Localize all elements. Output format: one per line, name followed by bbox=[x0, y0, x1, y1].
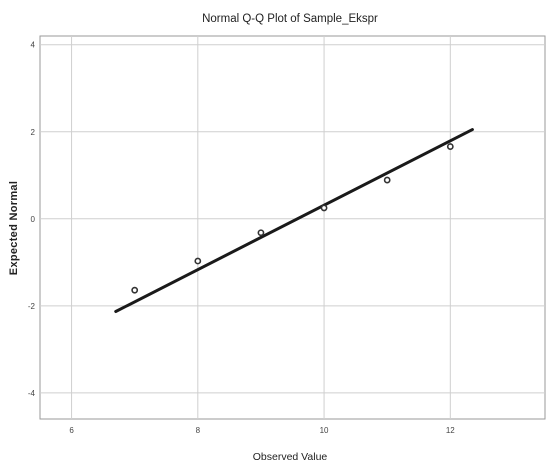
x-tick-label: 10 bbox=[320, 426, 329, 435]
data-points bbox=[131, 143, 454, 294]
data-point bbox=[194, 257, 202, 265]
y-tick-label: -4 bbox=[28, 389, 36, 398]
data-point bbox=[131, 286, 139, 294]
data-point bbox=[257, 229, 265, 237]
y-axis-label: Expected Normal bbox=[8, 181, 20, 275]
reference-line-group bbox=[114, 128, 474, 313]
y-tick-label: -2 bbox=[28, 302, 36, 311]
x-tick-label: 6 bbox=[69, 426, 74, 435]
x-axis-label: Observed Value bbox=[253, 451, 328, 463]
data-point bbox=[383, 176, 391, 184]
x-tick-label: 8 bbox=[196, 426, 201, 435]
y-tick-label: 2 bbox=[31, 128, 36, 137]
y-tick-label: 0 bbox=[31, 215, 36, 224]
gridlines bbox=[40, 36, 545, 419]
data-point bbox=[446, 143, 454, 150]
y-tick-label: 4 bbox=[31, 41, 36, 50]
tick-labels: 6 8 10 12 -4 -2 0 2 4 bbox=[28, 41, 455, 435]
reference-line bbox=[114, 128, 474, 313]
plot-frame bbox=[39, 35, 546, 420]
data-point bbox=[320, 204, 328, 212]
x-tick-label: 12 bbox=[446, 426, 455, 435]
chart-title: Normal Q-Q Plot of Sample_Ekspr bbox=[202, 13, 378, 25]
